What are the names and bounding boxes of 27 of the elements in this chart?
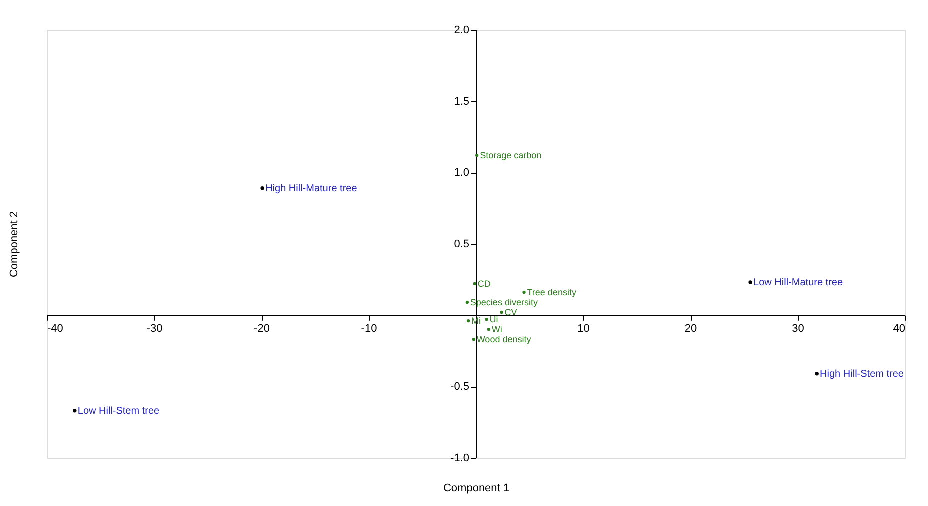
data-label: Ui: [490, 314, 498, 325]
data-label: Wood density: [476, 334, 532, 345]
y-tick-label: -1.0: [450, 452, 470, 464]
data-label: High Hill-Stem tree: [820, 368, 904, 380]
y-tick-label: 2.0: [454, 24, 470, 36]
y-tick-label: 1.0: [454, 167, 470, 180]
x-tick-label: 20: [684, 322, 698, 335]
data-label: CV: [504, 307, 518, 318]
x-tick-label: 10: [578, 322, 590, 335]
data-label: Storage carbon: [480, 150, 542, 161]
x-tick-label: 40: [893, 322, 906, 335]
x-tick-label: -10: [361, 322, 378, 335]
x-tick-label: -40: [48, 322, 64, 335]
data-label: Low Hill-Mature tree: [754, 278, 844, 289]
x-tick-label: -30: [146, 322, 163, 335]
data-label: Tree density: [527, 288, 577, 298]
x-tick-label: -20: [254, 322, 270, 335]
y-tick-label: 1.5: [454, 96, 470, 108]
data-label: Wi: [492, 324, 502, 335]
y-tick-label: 0.5: [454, 238, 470, 250]
y-tick-label: -0.5: [450, 381, 470, 394]
data-label: CD: [478, 278, 492, 289]
x-tick-label: 30: [792, 322, 804, 335]
data-label: Low Hill-Stem tree: [78, 406, 160, 417]
y-axis-title: Component 2: [8, 211, 20, 278]
data-label: High Hill-Mature tree: [266, 183, 358, 194]
x-axis-title: Component 1: [443, 482, 510, 494]
